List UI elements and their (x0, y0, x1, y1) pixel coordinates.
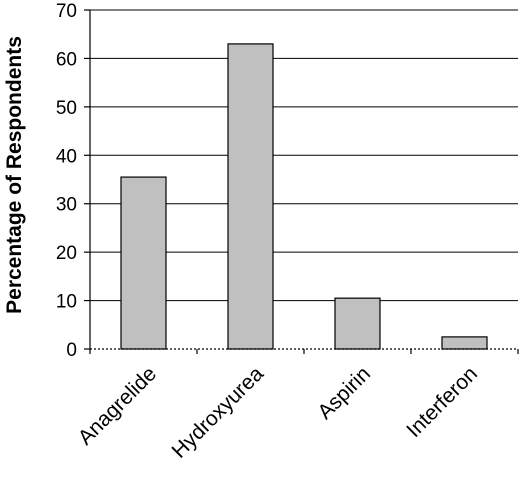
bar-aspirin (334, 297, 381, 350)
y-tick-label: 0 (66, 340, 77, 361)
y-tick-label: 60 (56, 49, 77, 70)
x-category-label: Aspirin (313, 362, 375, 424)
y-tick-label: 30 (56, 195, 77, 216)
x-category-labels: Anagrelide Hydroxyurea Aspirin Interferon (74, 362, 482, 463)
y-tick-label: 10 (56, 292, 77, 313)
y-axis-title: Percentage of Respondents (3, 36, 26, 314)
bars (120, 43, 488, 350)
y-tick-label: 20 (56, 243, 77, 264)
y-tick-labels: 0 10 20 30 40 50 60 70 (56, 1, 77, 361)
x-category-label: Hydroxyurea (168, 362, 269, 463)
bar-anagrelide (120, 176, 167, 350)
axes (84, 9, 519, 354)
x-category-label: Interferon (402, 362, 482, 442)
x-category-label: Anagrelide (74, 362, 161, 449)
y-tick-label: 70 (56, 1, 77, 22)
y-tick-label: 40 (56, 146, 77, 167)
bar-hydroxyurea (227, 43, 274, 350)
y-tick-label: 50 (56, 98, 77, 119)
bar-interferon (441, 336, 488, 350)
